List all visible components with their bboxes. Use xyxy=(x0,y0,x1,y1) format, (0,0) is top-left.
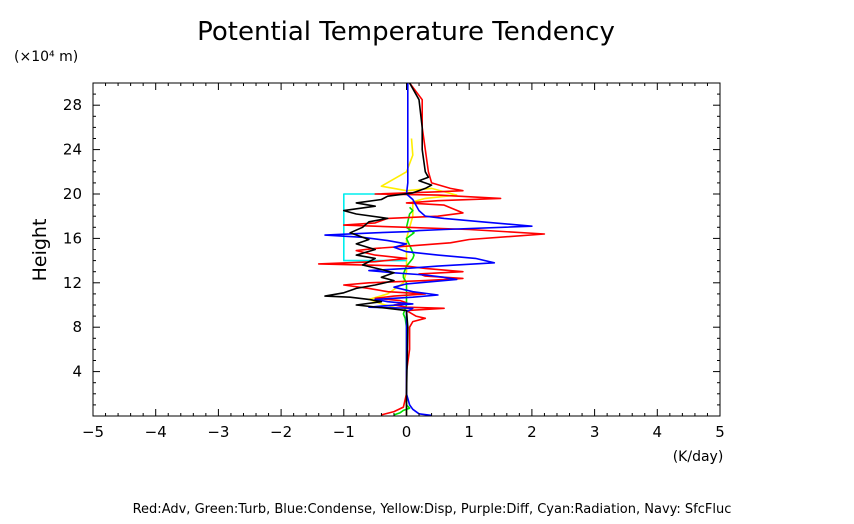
series-line-yellow xyxy=(368,138,458,415)
y-tick-label: 28 xyxy=(63,96,82,114)
series-line-red xyxy=(317,82,546,416)
y-unit-label: (×10⁴ m) xyxy=(14,49,78,65)
x-tick-label: 1 xyxy=(464,423,474,441)
plot-frame xyxy=(92,82,721,417)
x-unit-label: (K/day) xyxy=(673,449,724,465)
x-tick-label: 3 xyxy=(590,423,600,441)
x-tick-label: −3 xyxy=(207,423,229,441)
x-tick-label: 2 xyxy=(527,423,537,441)
series-layer xyxy=(317,82,546,417)
y-tick-label: 12 xyxy=(63,274,82,292)
y-tick-label: 4 xyxy=(72,363,82,381)
series-line-blue xyxy=(324,83,533,417)
legend-text: Red:Adv, Green:Turb, Blue:Condense, Yell… xyxy=(133,502,732,517)
x-tick-label: −5 xyxy=(82,423,104,441)
chart-title: Potential Temperature Tendency xyxy=(197,17,615,47)
y-tick-label: 24 xyxy=(63,141,82,159)
series-line-total xyxy=(324,82,433,416)
y-tick-label: 20 xyxy=(63,185,82,203)
series-line-green xyxy=(393,206,415,416)
y-tick-label: 16 xyxy=(63,229,82,247)
x-tick-label: 4 xyxy=(653,423,663,441)
x-tick-label: −1 xyxy=(333,423,355,441)
y-axis-label: Height xyxy=(29,219,51,282)
y-tick-label: 8 xyxy=(72,318,82,336)
x-tick-label: −4 xyxy=(145,423,167,441)
x-tick-label: −2 xyxy=(270,423,292,441)
x-tick-label: 5 xyxy=(715,423,725,441)
x-tick-label: 0 xyxy=(402,423,412,441)
